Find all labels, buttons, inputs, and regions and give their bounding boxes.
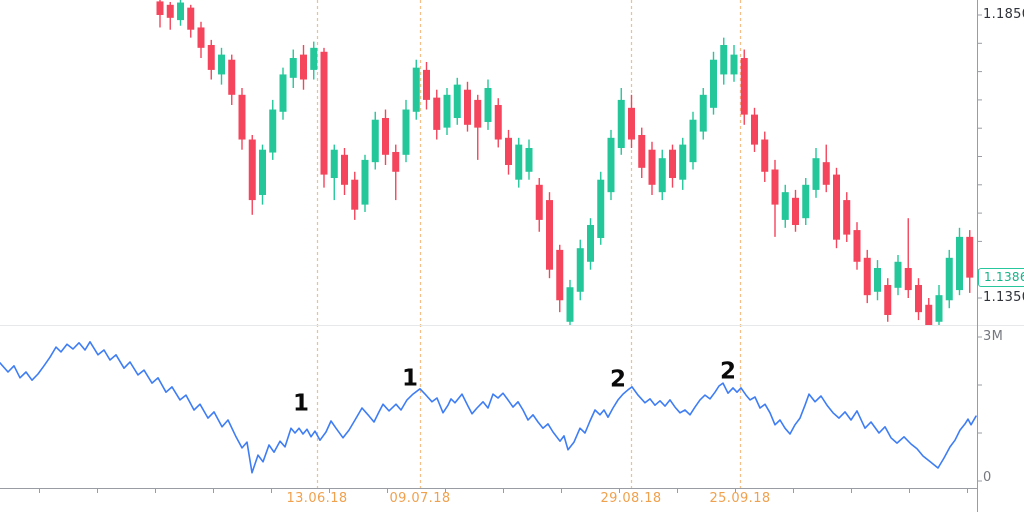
date-label: 13.06.18 (286, 491, 348, 506)
indicator-axis-label-3m: 3M (983, 329, 1004, 344)
candle-body (566, 287, 574, 322)
candle-body (761, 139, 769, 172)
candle-body (833, 174, 840, 240)
candle-body (894, 261, 902, 288)
candle-body (300, 54, 307, 80)
candle-body (956, 236, 963, 291)
candle-body (822, 162, 830, 185)
candle-body (874, 268, 881, 292)
candle-body (320, 51, 328, 175)
candle-body (392, 151, 400, 172)
candle-body (474, 99, 482, 128)
candle-body (546, 200, 553, 270)
candle-body (658, 158, 666, 193)
candle-body (935, 295, 943, 322)
candle-body (535, 184, 543, 220)
candle-body (802, 184, 810, 219)
candle-body (792, 197, 799, 225)
candle-body (259, 149, 266, 195)
annotation-number: 2 (609, 366, 627, 393)
candle-body (382, 118, 389, 155)
candle-body (525, 148, 533, 172)
candle-body (433, 97, 441, 130)
candle-body (771, 169, 779, 205)
candle-body (884, 284, 892, 315)
candle-body (484, 88, 492, 122)
candle-body (166, 4, 174, 18)
candle-body (412, 67, 420, 112)
candle-body (853, 230, 861, 262)
date-label: 09.07.18 (389, 491, 451, 506)
indicator-series (0, 340, 977, 474)
candle-body (679, 144, 687, 180)
candle-body (402, 109, 410, 155)
current-price-badge: 1.13862 (978, 267, 1024, 287)
candle-body (740, 58, 748, 115)
candle-body (617, 99, 625, 149)
candle-body (669, 149, 676, 179)
candle-body (310, 47, 318, 70)
candle-body (423, 69, 430, 100)
candle-body (505, 137, 512, 165)
candle-body (289, 58, 297, 78)
candle-body (453, 84, 461, 119)
candle-body (843, 200, 851, 235)
candle-body (371, 119, 379, 163)
indicator-axis-label-zero: 0 (983, 470, 992, 485)
candle-body (361, 159, 369, 205)
candle-body (628, 107, 635, 140)
candle-body (494, 104, 502, 140)
candle-body (607, 137, 615, 193)
candle-body (812, 158, 820, 190)
candle-body (966, 236, 974, 278)
candle-body (464, 89, 471, 125)
candle-body (341, 154, 348, 185)
candle-body (556, 249, 564, 301)
candle-body (904, 268, 912, 291)
candle-body (915, 284, 922, 313)
candle-body (218, 54, 225, 75)
candle-body (269, 109, 277, 153)
candle-body (689, 119, 697, 163)
candle-body (597, 179, 605, 239)
candle-body (187, 7, 195, 30)
candle-body (515, 144, 523, 180)
annotation-number: 2 (719, 358, 737, 385)
candle-body (710, 59, 717, 108)
candle-body (248, 139, 256, 201)
candle-body (699, 94, 707, 132)
candle-body (238, 94, 246, 140)
candle-body (648, 149, 656, 185)
price-axis-label-bottom: 1.13500 (983, 290, 1024, 305)
candle-body (638, 134, 646, 168)
indicator-line (0, 340, 977, 474)
candle-body (730, 54, 738, 75)
candle-body (720, 44, 728, 75)
candle-body (781, 192, 789, 220)
candle-body (587, 224, 594, 262)
candle-body (177, 2, 184, 21)
candle-body (576, 248, 584, 292)
candle-body (207, 44, 215, 70)
annotation-number: 1 (401, 365, 419, 392)
candle-body (351, 179, 359, 210)
candle-body (863, 257, 871, 296)
price-axis-label-top: 1.18500 (983, 7, 1024, 22)
candle-body (945, 257, 953, 301)
date-label: 25.09.18 (709, 491, 771, 506)
candle-body (197, 27, 205, 48)
candle-body (279, 74, 287, 112)
annotation-number: 1 (292, 390, 310, 417)
candle-body (156, 1, 164, 15)
date-label: 29.08.18 (600, 491, 662, 506)
candle-body (330, 149, 338, 179)
candle-body (925, 304, 933, 326)
candle-body (443, 94, 451, 128)
candlestick-series (156, 0, 974, 326)
candle-body (751, 114, 758, 145)
candle-body (228, 59, 236, 95)
